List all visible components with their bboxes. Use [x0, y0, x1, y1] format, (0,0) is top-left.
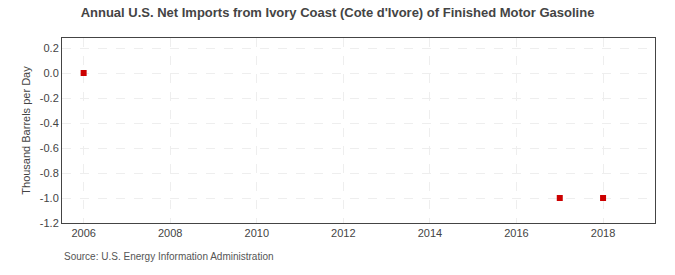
svg-text:0.2: 0.2 — [44, 42, 59, 54]
svg-text:2010: 2010 — [245, 227, 269, 239]
svg-text:2008: 2008 — [158, 227, 182, 239]
svg-text:2018: 2018 — [591, 227, 615, 239]
svg-text:Annual U.S. Net Imports from I: Annual U.S. Net Imports from Ivory Coast… — [81, 5, 595, 20]
svg-text:Source: U.S. Energy Informatio: Source: U.S. Energy Information Administ… — [64, 251, 274, 262]
svg-text:-0.8: -0.8 — [40, 167, 59, 179]
svg-text:Thousand Barrels per Day: Thousand Barrels per Day — [20, 66, 32, 195]
svg-text:2016: 2016 — [504, 227, 528, 239]
svg-text:2006: 2006 — [71, 227, 95, 239]
svg-text:-1.0: -1.0 — [40, 192, 59, 204]
svg-text:-0.4: -0.4 — [40, 117, 59, 129]
svg-text:-1.2: -1.2 — [40, 217, 59, 229]
svg-text:2014: 2014 — [418, 227, 442, 239]
svg-text:-0.2: -0.2 — [40, 92, 59, 104]
svg-text:0.0: 0.0 — [44, 67, 59, 79]
svg-text:2012: 2012 — [331, 227, 355, 239]
svg-text:-0.6: -0.6 — [40, 142, 59, 154]
